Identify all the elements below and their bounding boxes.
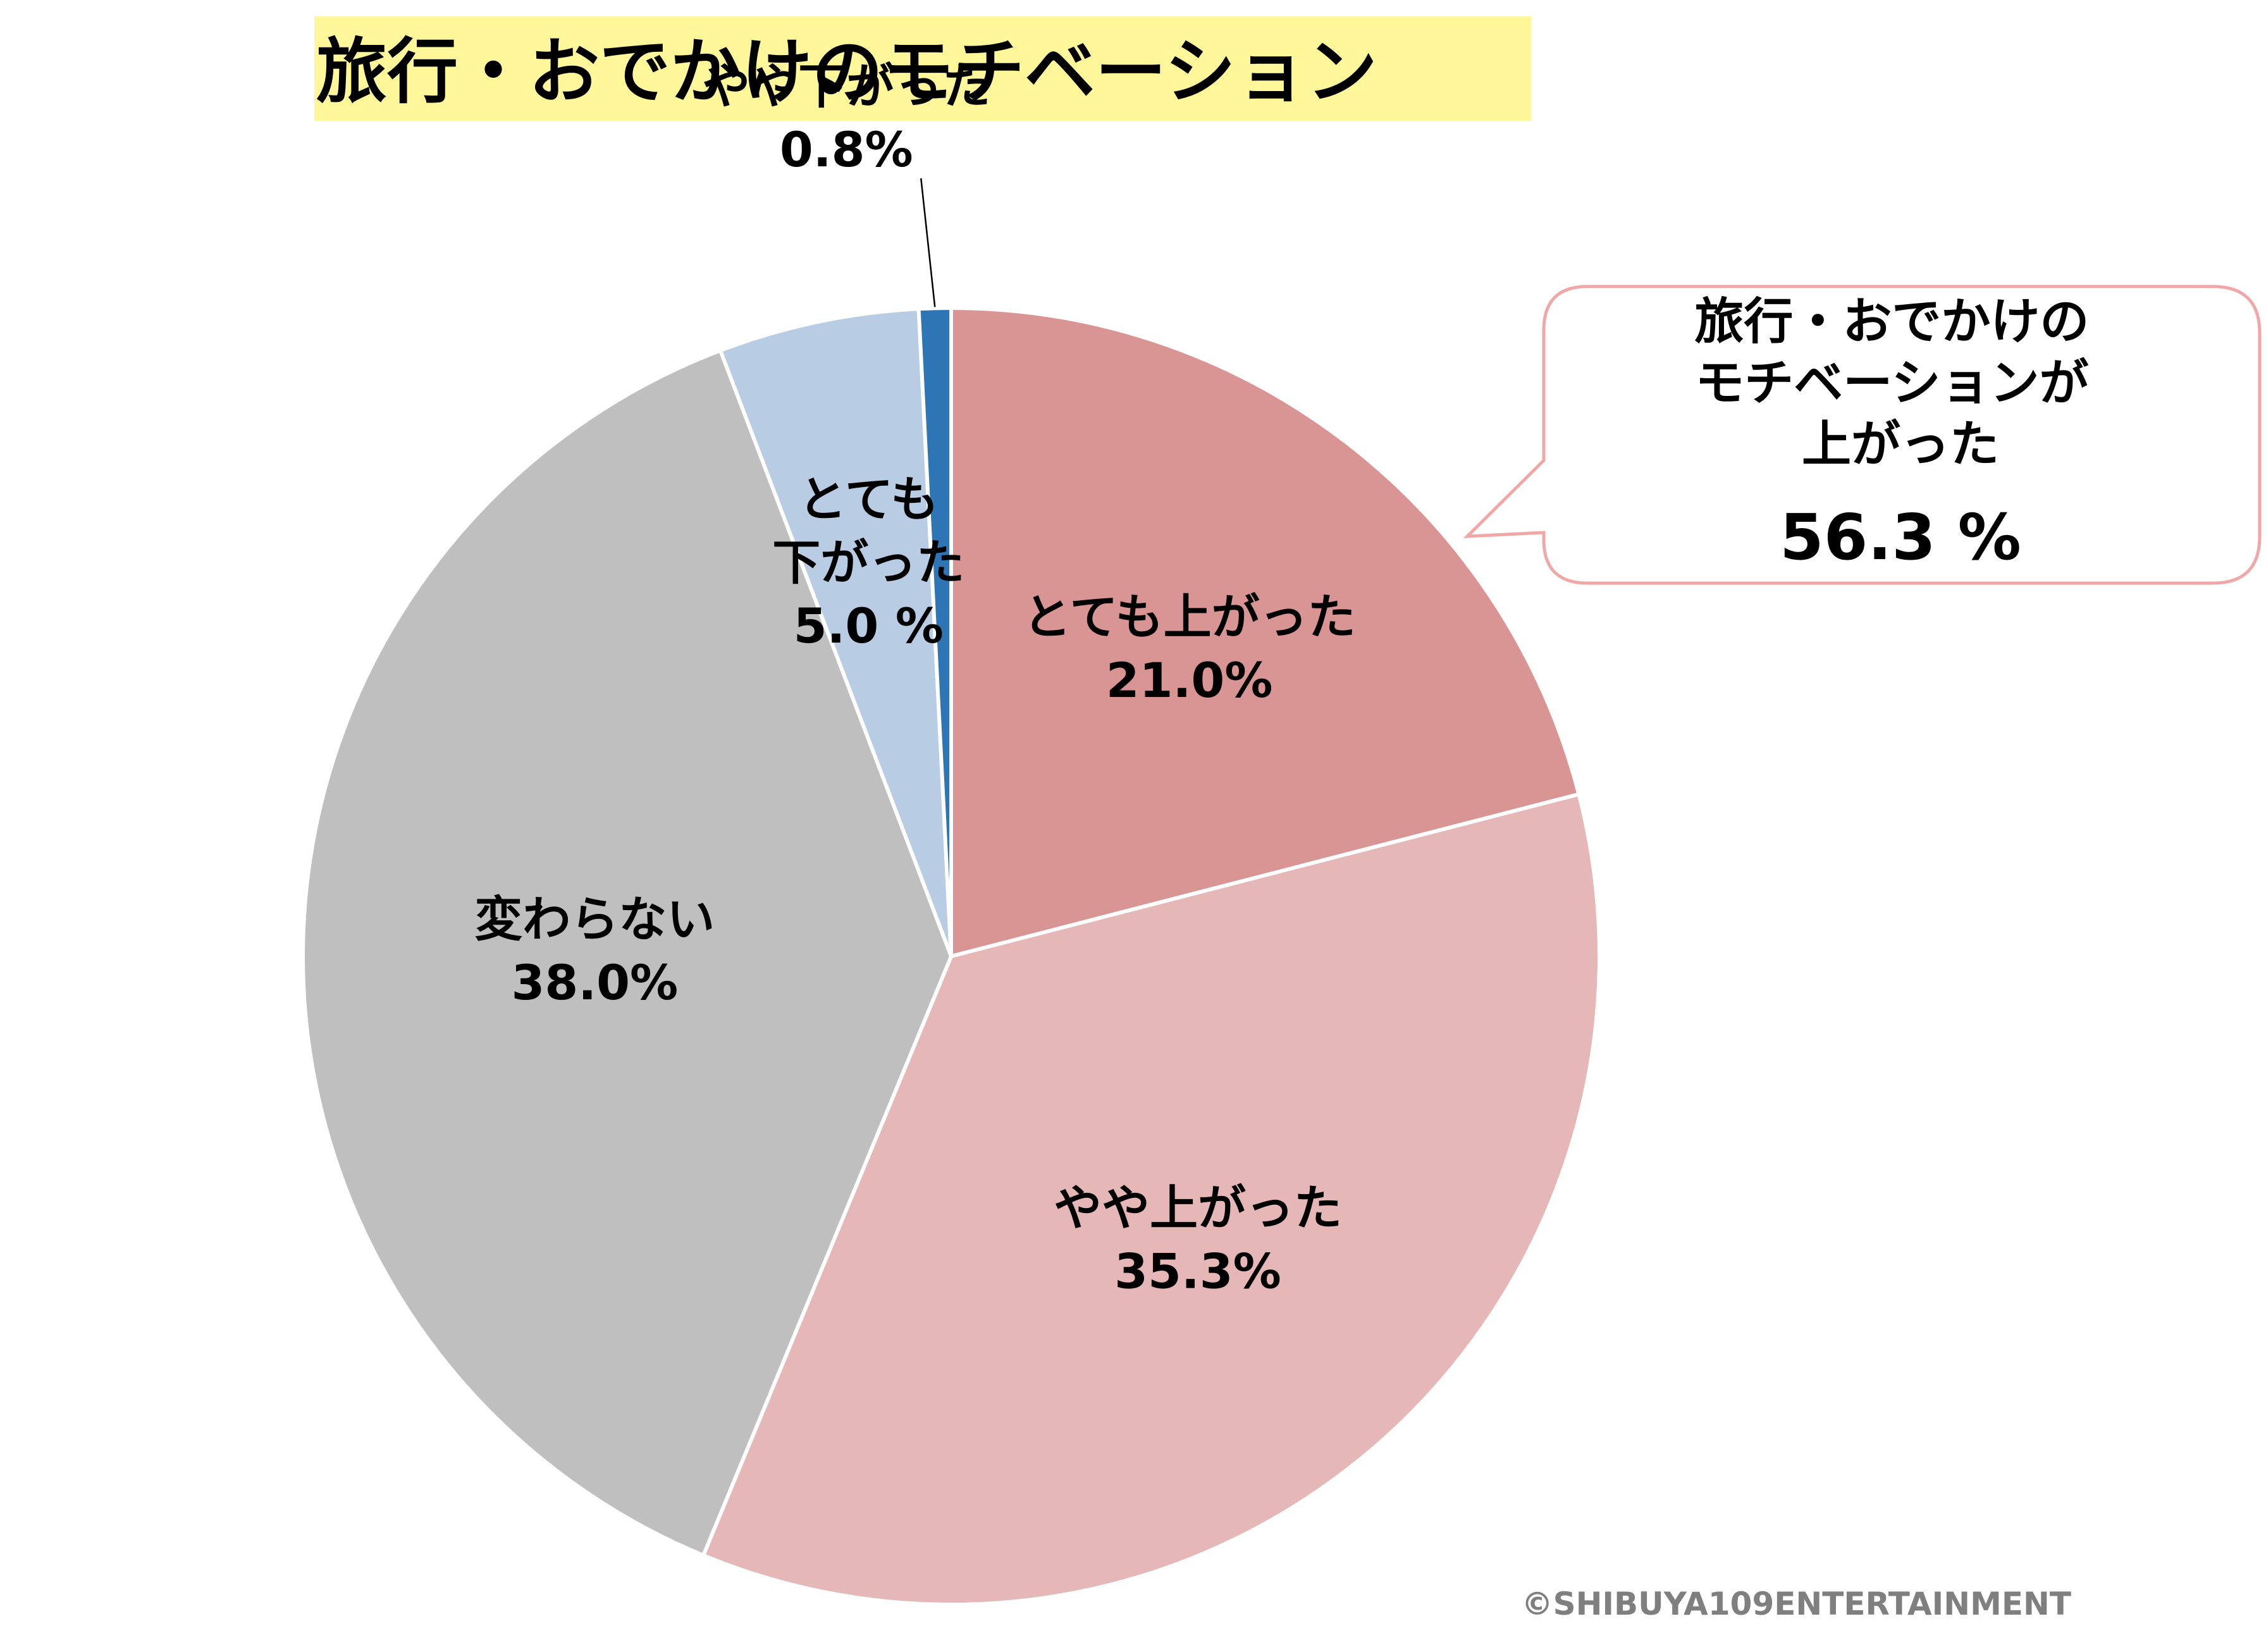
pie-slice-3 (301, 348, 954, 1558)
pie-slice-5 (916, 305, 953, 957)
callout-text: 旅行・おでかけの モチベーションが 上がった (1694, 293, 2106, 473)
slice-labels: とても上がった 21.0% やや上がった 35.3% 変わらない 38.0% とても下がった… (474, 58, 1355, 1300)
pie (301, 305, 1601, 1606)
slice-name: 変わらない (474, 891, 715, 947)
slice-label-3: 変わらない 38.0% (474, 891, 715, 1011)
slice-label-1: とても上がった 21.0% (1023, 589, 1356, 708)
slice-value: 35.3% (1114, 1243, 1281, 1300)
slice-label-4: とても下がった 5.0 % (772, 471, 964, 654)
leader-line (920, 178, 936, 307)
slice-label-5: やや下がった 0.8% (702, 58, 990, 178)
callout: 旅行・おでかけの モチベーションが 上がった 56.3 % (1463, 285, 2262, 585)
slice-value: 21.0% (1106, 652, 1273, 708)
pie-slice-2 (701, 792, 1601, 1606)
callout-line-3: 上がった (1802, 416, 1999, 473)
copyright: ©SHIBUYA109ENTERTAINMENT (1522, 1586, 2071, 1622)
slice-value: 5.0 % (794, 598, 944, 654)
slice-value: 0.8% (780, 121, 913, 178)
slice-label-2: やや上がった 35.3% (1054, 1180, 1342, 1300)
title-background (314, 16, 1531, 121)
callout-line-1: 旅行・おでかけの (1694, 293, 2089, 350)
slice-name: とても (798, 471, 939, 527)
slice-name: やや上がった (1054, 1180, 1342, 1236)
slice-name: やや下がった (702, 58, 990, 114)
callout-bubble (1463, 285, 2262, 585)
chart-title: 旅行・おでかけのモチベーション (316, 31, 1377, 113)
slice-name: 下がった (772, 534, 964, 591)
callout-line-2: モチベーションが (1695, 355, 2088, 412)
callout-value: 56.3 % (1780, 500, 2021, 574)
pie-slice-4 (718, 307, 953, 958)
pie-slice-1 (949, 305, 1582, 959)
slice-value: 38.0% (511, 954, 678, 1011)
slice-name: とても上がった (1023, 589, 1356, 645)
